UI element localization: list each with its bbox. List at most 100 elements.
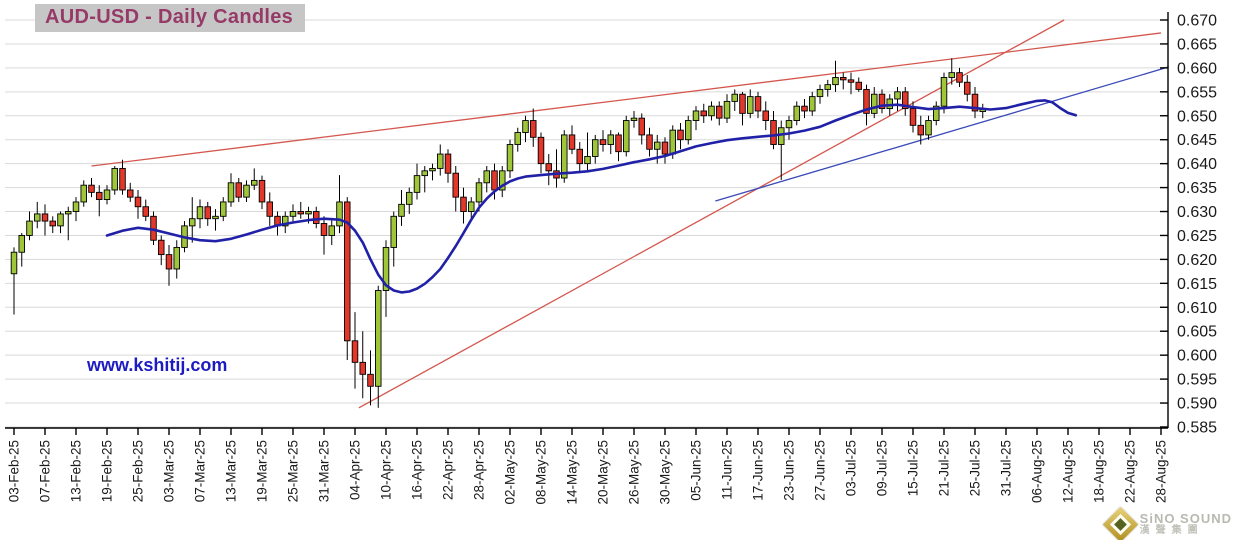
candle-body: [444, 153, 452, 174]
candle-body: [599, 139, 607, 145]
x-tick-label: 25-Mar-25: [286, 440, 301, 502]
candle-body: [971, 93, 979, 112]
y-tick-label: 0.625: [1177, 228, 1217, 245]
candle-body: [95, 191, 103, 200]
x-tick-label: 09-Jul-25: [875, 440, 890, 496]
x-tick-label: 08-May-25: [534, 440, 549, 505]
x-tick-label: 20-May-25: [596, 440, 611, 505]
y-tick-label: 0.670: [1177, 13, 1217, 30]
candle-body: [266, 201, 274, 217]
candle-body: [770, 120, 777, 145]
candle-body: [351, 340, 359, 363]
x-tick-label: 16-Apr-25: [410, 440, 425, 500]
x-tick-label: 17-Jun-25: [751, 440, 766, 501]
logo-text-en: SiNO SOUND: [1139, 511, 1232, 527]
y-tick-label: 0.615: [1177, 276, 1217, 293]
candle-body: [700, 110, 708, 117]
x-tick-label: 21-Jul-25: [937, 440, 952, 496]
y-tick-label: 0.605: [1177, 324, 1217, 341]
x-tick-label: 28-Apr-25: [472, 440, 487, 500]
candle-body: [313, 211, 320, 224]
y-tick-label: 0.585: [1177, 419, 1217, 436]
y-tick-label: 0.635: [1177, 180, 1217, 197]
candle-body: [468, 201, 475, 212]
candle-body: [677, 129, 684, 141]
candle-body: [212, 215, 219, 220]
watermark-link[interactable]: www.kshitij.com: [87, 355, 228, 375]
candle-body: [483, 170, 491, 184]
upper-resistance-line: [91, 32, 1162, 167]
candle-body: [917, 124, 925, 136]
candle-body: [10, 251, 18, 275]
y-axis-labels: 0.670 0.665 0.660 0.655 0.650 0.645 0.640 0.635…: [1160, 13, 1217, 436]
candle-body: [111, 167, 118, 191]
candle-body: [716, 105, 723, 119]
x-tick-label: 26-May-25: [627, 440, 642, 505]
candle-body: [173, 246, 180, 270]
logo-text-cn: 漢聲集團: [1139, 525, 1204, 537]
candle-body: [902, 91, 909, 110]
candle-body: [948, 72, 956, 78]
candle-body: [964, 81, 971, 95]
x-tick-label: 13-Feb-25: [69, 440, 84, 502]
x-tick-label: 25-Feb-25: [131, 440, 146, 502]
candle-body: [576, 148, 584, 165]
candle-body: [754, 96, 762, 112]
moving-average-line: [105, 99, 1078, 294]
candle-body: [669, 129, 677, 155]
y-tick-label: 0.645: [1177, 132, 1217, 149]
candle-body: [956, 72, 963, 83]
candle-body: [258, 179, 266, 203]
candle-body: [832, 77, 839, 86]
candle-body: [731, 93, 739, 102]
candle-body: [142, 206, 149, 217]
candle-body: [739, 93, 746, 114]
candle-body: [41, 213, 49, 222]
candle-body: [824, 84, 832, 90]
candle-body: [452, 172, 460, 198]
x-tick-label: 19-Mar-25: [255, 440, 270, 502]
candle-body: [406, 191, 413, 205]
candle-body: [692, 110, 700, 121]
candle-body: [413, 175, 421, 193]
candle-body: [367, 373, 374, 387]
x-tick-label: 22-Aug-25: [1123, 440, 1138, 503]
x-tick-label: 19-Feb-25: [100, 440, 115, 502]
candle-body: [847, 79, 855, 83]
x-tick-label: 31-Jul-25: [999, 440, 1014, 496]
candle-body: [909, 108, 917, 126]
candle-body: [793, 105, 801, 121]
x-tick-label: 03-Mar-25: [162, 440, 177, 502]
grid-lines: [5, 19, 1168, 428]
candle-body: [646, 134, 653, 150]
candle-body: [204, 206, 211, 220]
candle-body: [762, 110, 770, 121]
candle-body: [134, 196, 142, 208]
candle-body: [940, 77, 948, 107]
candle-body: [514, 132, 522, 145]
candle-body: [747, 96, 754, 114]
candle-body: [545, 163, 553, 172]
candle-body: [196, 206, 204, 220]
candle-body: [561, 134, 568, 179]
candle-body: [816, 88, 824, 98]
candle-body: [219, 201, 227, 217]
candle-body: [297, 211, 305, 215]
candle-body: [592, 139, 599, 157]
y-tick-label: 0.595: [1177, 372, 1217, 389]
y-tick-label: 0.660: [1177, 60, 1217, 77]
candle-body: [250, 179, 258, 186]
y-tick-label: 0.610: [1177, 300, 1217, 317]
candle-body: [429, 167, 436, 172]
candle-body: [289, 211, 297, 217]
candle-body: [801, 105, 808, 112]
candle-body: [398, 203, 405, 217]
y-tick-label: 0.650: [1177, 108, 1217, 125]
x-tick-label: 07-Mar-25: [193, 440, 208, 502]
candle-body: [630, 117, 638, 121]
x-tick-label: 14-May-25: [565, 440, 580, 505]
candle-body: [878, 93, 886, 110]
candle-body: [475, 182, 483, 203]
candle-body: [243, 184, 250, 198]
